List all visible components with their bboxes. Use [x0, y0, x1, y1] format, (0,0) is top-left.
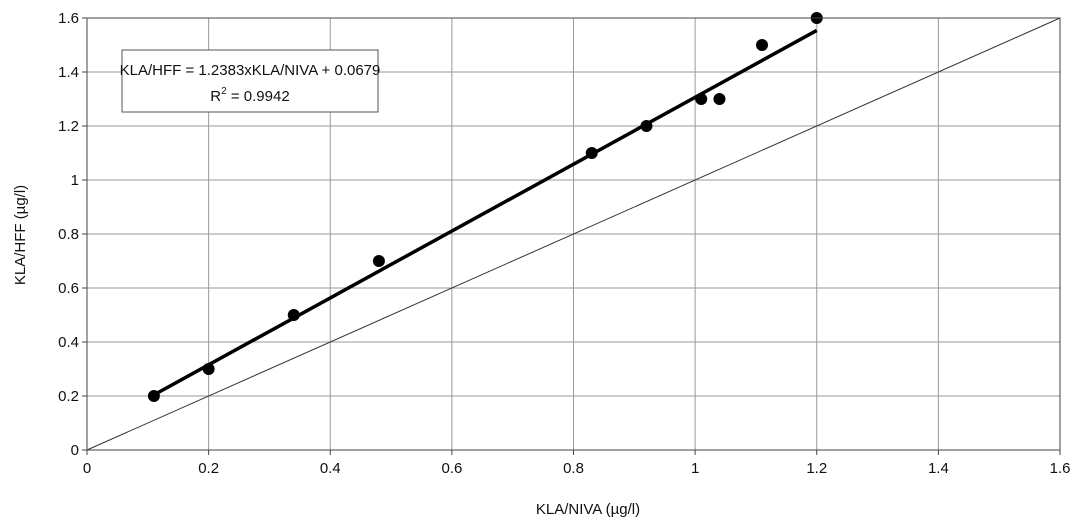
x-tick-label: 0.8: [563, 460, 584, 477]
data-points: [147, 12, 823, 402]
x-tick-label: 1.6: [1050, 460, 1071, 477]
equation-text: KLA/HFF = 1.2383xKLA/NIVA + 0.0679: [120, 62, 381, 79]
r-squared-value: = 0.9942: [227, 88, 290, 105]
data-point: [713, 93, 726, 105]
plot-frame: [86, 17, 1061, 451]
x-tick-label: 0.6: [441, 460, 462, 477]
x-tick-label: 0.2: [198, 460, 219, 477]
x-tick-label: 1.4: [928, 460, 949, 477]
equation-box: KLA/HFF = 1.2383xKLA/NIVA + 0.0679 R2 = …: [120, 49, 381, 113]
data-point: [695, 93, 708, 105]
data-point: [372, 255, 385, 267]
x-tick-label: 1.2: [806, 460, 827, 477]
y-tick-label: 1.2: [58, 118, 79, 135]
data-point: [287, 309, 300, 321]
reference-line-1to1: [86, 17, 1061, 451]
y-tick-label: 1.4: [58, 64, 79, 81]
y-tick-label: 0.6: [58, 280, 79, 297]
r-squared-symbol: R: [210, 88, 221, 105]
x-axis-label: KLA/NIVA (µg/l): [536, 501, 640, 518]
data-point: [640, 120, 653, 132]
x-tick-label: 1: [691, 460, 699, 477]
r-squared-exponent: 2: [221, 86, 227, 97]
data-point: [147, 390, 160, 402]
x-tick-label: 0.4: [320, 460, 341, 477]
x-tick-label: 0: [83, 460, 91, 477]
data-point: [756, 39, 769, 51]
y-tick-label: 0: [71, 442, 79, 459]
y-axis-label: KLA/HFF (µg/l): [12, 185, 29, 285]
data-point: [585, 147, 598, 159]
r-squared-text: R2 = 0.9942: [210, 86, 289, 105]
trendline: [153, 28, 818, 397]
y-tick-label: 1.6: [58, 10, 79, 27]
y-tick-label: 0.4: [58, 334, 79, 351]
y-tick-label: 0.2: [58, 388, 79, 405]
y-tick-label: 0.8: [58, 226, 79, 243]
y-tick-labels: 0 0.2 0.4 0.6 0.8 1 1.2 1.4 1.6: [58, 10, 79, 459]
y-tick-label: 1: [71, 172, 79, 189]
data-point: [202, 363, 215, 375]
x-tick-labels: 0 0.2 0.4 0.6 0.8 1 1.2 1.4 1.6: [83, 460, 1071, 477]
